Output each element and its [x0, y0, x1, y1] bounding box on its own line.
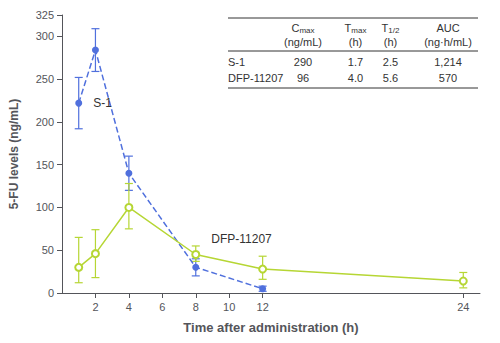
svg-text:2.5: 2.5: [383, 56, 398, 68]
svg-text:570: 570: [439, 72, 457, 84]
svg-text:10: 10: [223, 301, 235, 313]
svg-text:300: 300: [36, 30, 54, 42]
svg-text:100: 100: [36, 201, 54, 213]
svg-text:50: 50: [42, 244, 54, 256]
svg-text:325: 325: [36, 9, 54, 21]
svg-text:1/2: 1/2: [388, 26, 400, 35]
svg-text:290: 290: [294, 56, 312, 68]
svg-text:200: 200: [36, 116, 54, 128]
svg-text:AUC: AUC: [436, 22, 459, 34]
svg-text:12: 12: [257, 301, 269, 313]
svg-text:max: max: [299, 26, 314, 35]
svg-text:S-1: S-1: [93, 96, 112, 110]
svg-text:1.7: 1.7: [348, 56, 363, 68]
svg-text:8: 8: [193, 301, 199, 313]
svg-text:DFP-11207: DFP-11207: [211, 232, 272, 246]
svg-text:max: max: [351, 26, 366, 35]
svg-text:1,214: 1,214: [434, 56, 462, 68]
svg-text:(ng/mL): (ng/mL): [284, 36, 322, 48]
svg-text:24: 24: [457, 301, 469, 313]
svg-text:0: 0: [48, 287, 54, 299]
svg-text:S-1: S-1: [228, 56, 245, 68]
svg-text:DFP-11207: DFP-11207: [228, 72, 283, 84]
svg-text:2: 2: [92, 301, 98, 313]
svg-text:(h): (h): [384, 36, 397, 48]
svg-text:250: 250: [36, 73, 54, 85]
svg-text:6: 6: [159, 301, 165, 313]
svg-text:Time after administration (h): Time after administration (h): [183, 320, 358, 335]
svg-text:(ng·h/mL): (ng·h/mL): [424, 36, 472, 48]
svg-text:150: 150: [36, 159, 54, 171]
svg-text:T: T: [344, 21, 352, 34]
svg-text:5.6: 5.6: [383, 72, 398, 84]
svg-text:4.0: 4.0: [348, 72, 363, 84]
svg-text:T: T: [381, 21, 389, 34]
svg-text:5-FU levels (ng/mL): 5-FU levels (ng/mL): [7, 99, 21, 210]
svg-text:C: C: [291, 22, 299, 34]
svg-text:(h): (h): [349, 36, 362, 48]
svg-text:96: 96: [297, 72, 309, 84]
svg-text:4: 4: [126, 301, 132, 313]
